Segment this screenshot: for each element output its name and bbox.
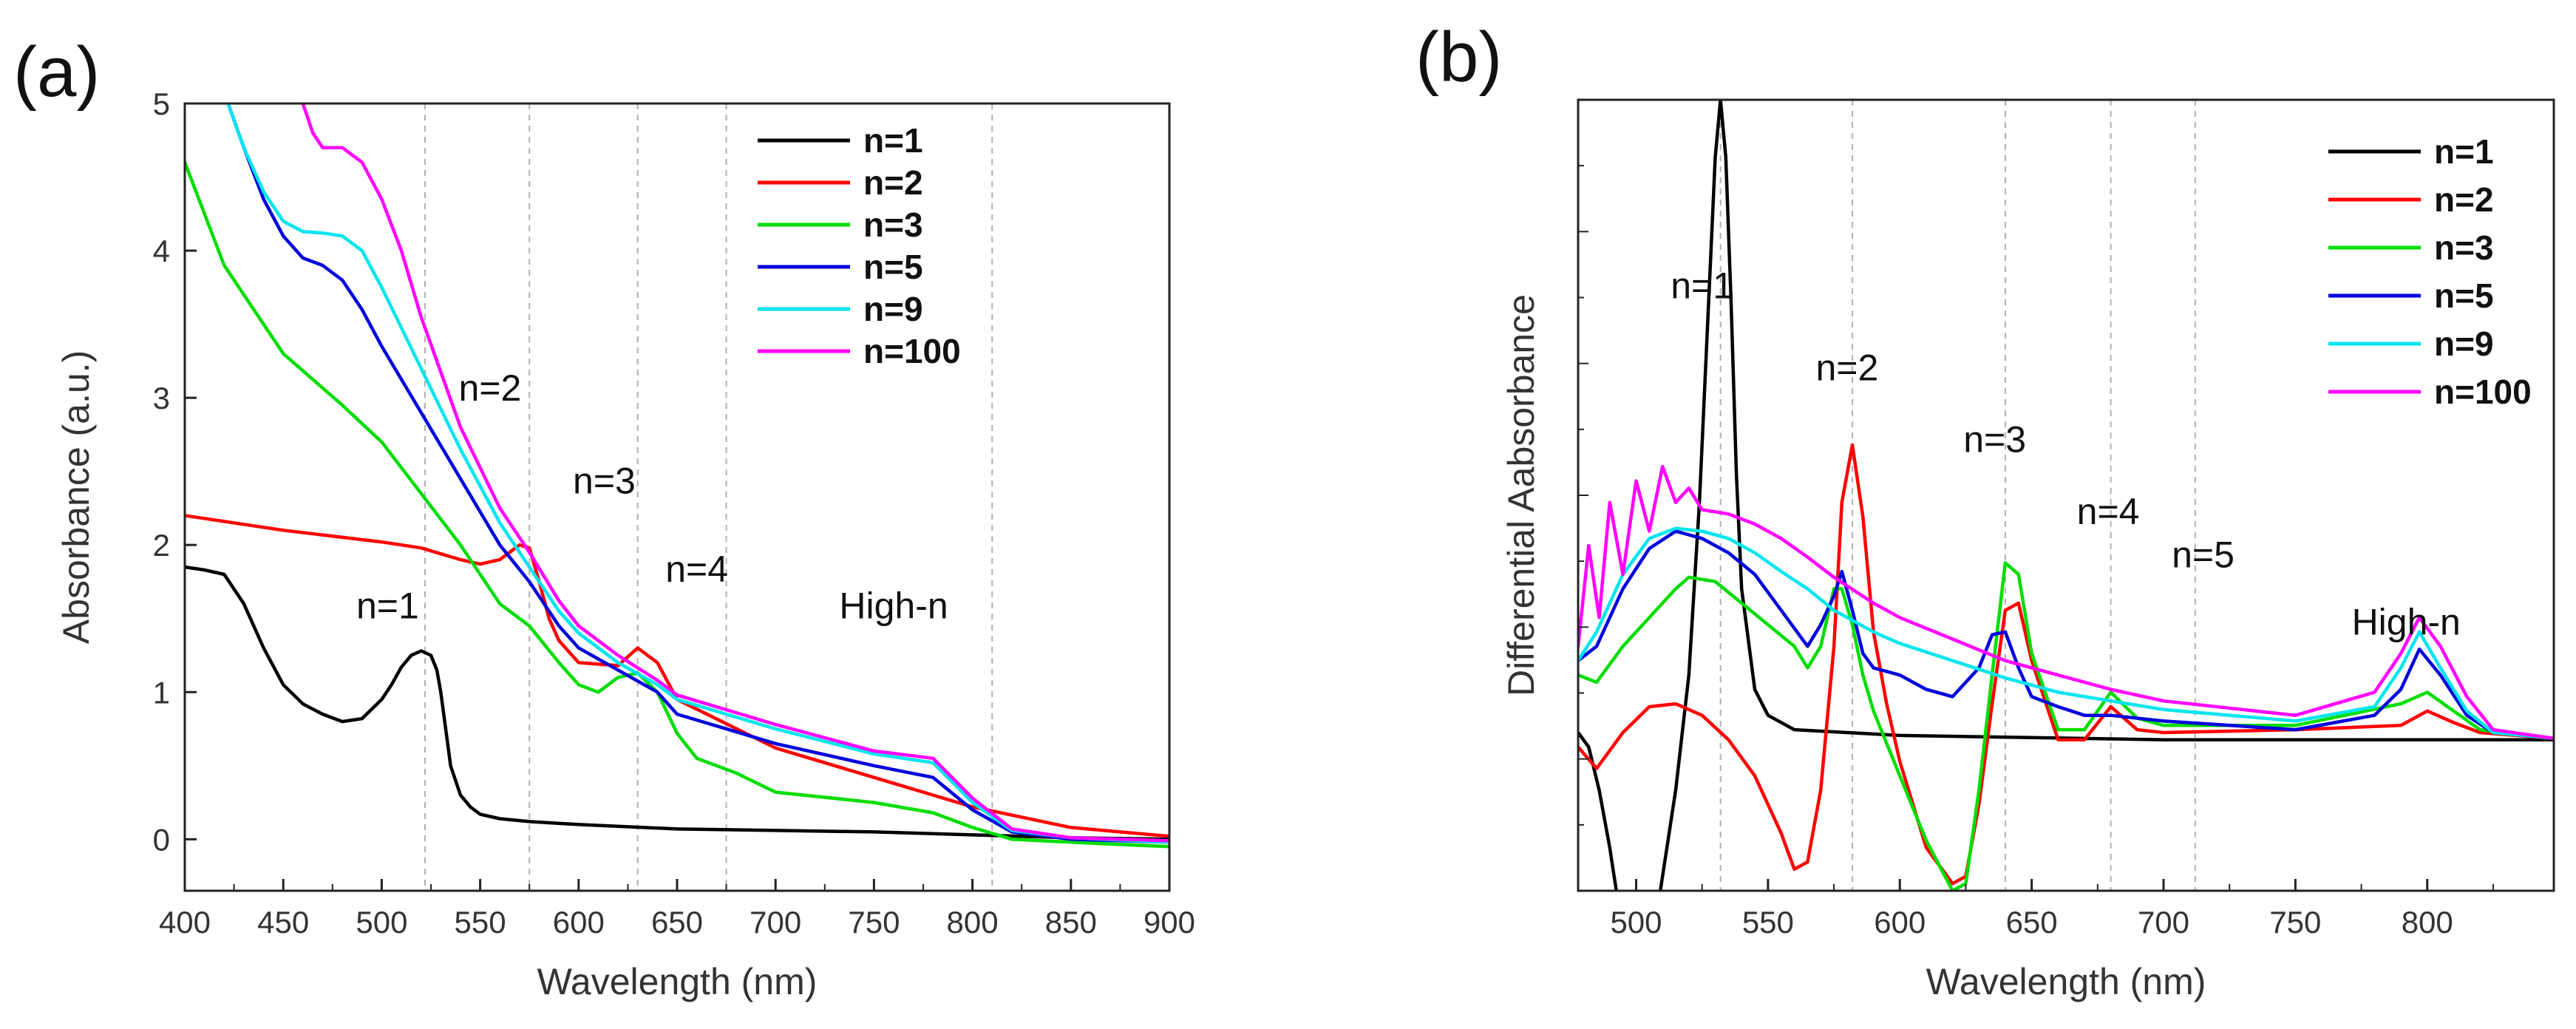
- legend-label: n=3: [2434, 228, 2494, 267]
- series-line-n-3: [185, 160, 1169, 849]
- panel-a-series: [185, 103, 1169, 849]
- x-tick-label: 600: [553, 905, 605, 940]
- x-tick-label: 500: [356, 905, 407, 940]
- series-line-n-2: [185, 514, 1169, 838]
- panel-b-y-axis-label: Differential Aabsorbance: [1501, 294, 1542, 696]
- peak-annotation: n=1: [356, 585, 419, 627]
- legend-label: n=1: [863, 121, 923, 160]
- panel-b-y-axis: [1578, 165, 1588, 826]
- series-line-n-100: [301, 103, 1169, 843]
- x-tick-label: 550: [455, 905, 506, 940]
- peak-annotation: n=3: [573, 461, 636, 502]
- y-tick-label: 1: [153, 675, 170, 710]
- panel-b-label: (b): [1416, 18, 1502, 97]
- x-tick-label: 600: [1874, 905, 1926, 940]
- legend-label: n=1: [2434, 132, 2494, 171]
- x-tick-label: 750: [848, 905, 900, 940]
- legend-label: n=2: [863, 163, 923, 202]
- panel-b-x-axis-label: Wavelength (nm): [1926, 961, 2206, 1002]
- panel-a-label: (a): [13, 33, 100, 112]
- x-tick-label: 750: [2269, 905, 2321, 940]
- panel-b-legend: n=1 n=2 n=3 n=5 n=9 n=100: [2328, 132, 2532, 411]
- legend-label: n=5: [863, 248, 923, 286]
- x-tick-label: 650: [651, 905, 703, 940]
- x-tick-label: 550: [1742, 905, 1794, 940]
- y-tick-label: 5: [153, 86, 170, 121]
- panel-b-annotations: n=1 n=2 n=3 n=4 n=5 High-n: [1671, 265, 2461, 642]
- series-line-n-1: [1578, 100, 2554, 891]
- peak-annotation: n=2: [1815, 347, 1878, 388]
- legend-label: n=2: [2434, 180, 2494, 219]
- legend-label: n=9: [863, 290, 923, 328]
- x-tick-label: 700: [750, 905, 801, 940]
- x-tick-label: 800: [2402, 905, 2453, 940]
- series-line-n-9: [226, 103, 1169, 844]
- y-tick-label: 0: [153, 822, 170, 857]
- legend-label: n=100: [863, 332, 961, 370]
- panel-a-x-axis: 400 450 500 550 600 650 700 750 800 850 900: [159, 879, 1195, 940]
- x-tick-label: 850: [1045, 905, 1097, 940]
- peak-annotation: n=3: [1963, 419, 2026, 461]
- x-tick-label: 900: [1143, 905, 1195, 940]
- peak-annotation: High-n: [839, 585, 948, 627]
- series-line-n-9: [1578, 526, 2554, 741]
- panel-a-legend: n=1n=2 n=3 n=5 n=9 n=100: [758, 121, 961, 370]
- x-tick-label: 800: [947, 905, 999, 940]
- panel-a-y-axis: 0 1 2 3 4 5: [153, 86, 197, 857]
- x-tick-label: 400: [159, 905, 211, 940]
- legend-label: n=100: [2434, 373, 2532, 411]
- legend-label: n=3: [863, 206, 923, 244]
- panel-b-reference-lines: [1719, 100, 2196, 891]
- series-line-n-100: [1578, 464, 2554, 741]
- panel-a-x-axis-label: Wavelength (nm): [537, 961, 818, 1002]
- x-tick-label: 700: [2138, 905, 2189, 940]
- series-line-n-5: [1578, 529, 2554, 741]
- panel-a-y-axis-label: Absorbance (a.u.): [55, 350, 97, 644]
- y-tick-label: 3: [153, 381, 170, 415]
- x-tick-label: 650: [2006, 905, 2058, 940]
- legend-label: n=5: [2434, 276, 2494, 315]
- legend-label: n=9: [2434, 325, 2494, 363]
- y-tick-label: 2: [153, 528, 170, 563]
- panel-b-x-axis: 500 550 600 650 700 750 800: [1610, 879, 2494, 940]
- panel-a-annotations: n=1 n=2 n=3 n=4 High-n: [356, 367, 948, 627]
- series-line-n-3: [1578, 561, 2554, 891]
- series-line-n-5: [226, 103, 1169, 844]
- peak-annotation: High-n: [2352, 602, 2461, 643]
- peak-annotation: n=4: [665, 549, 728, 590]
- series-line-n-1: [185, 565, 1169, 841]
- peak-annotation: n=5: [2172, 534, 2235, 575]
- peak-annotation: n=4: [2077, 491, 2140, 532]
- x-tick-label: 450: [257, 905, 309, 940]
- peak-annotation: n=1: [1671, 265, 1733, 306]
- x-tick-label: 500: [1610, 905, 1662, 940]
- panel-b-series: [1578, 100, 2554, 891]
- panel-a-chart: (a) 400 450 500 550 600 650 700 750 800 850 900 0 1…: [13, 33, 1195, 1002]
- peak-annotation: n=2: [459, 367, 522, 409]
- panel-b-chart: (b) 500 550 600 650 700 750 800 Wavelength (nm…: [1416, 18, 2555, 1002]
- y-tick-label: 4: [153, 234, 170, 268]
